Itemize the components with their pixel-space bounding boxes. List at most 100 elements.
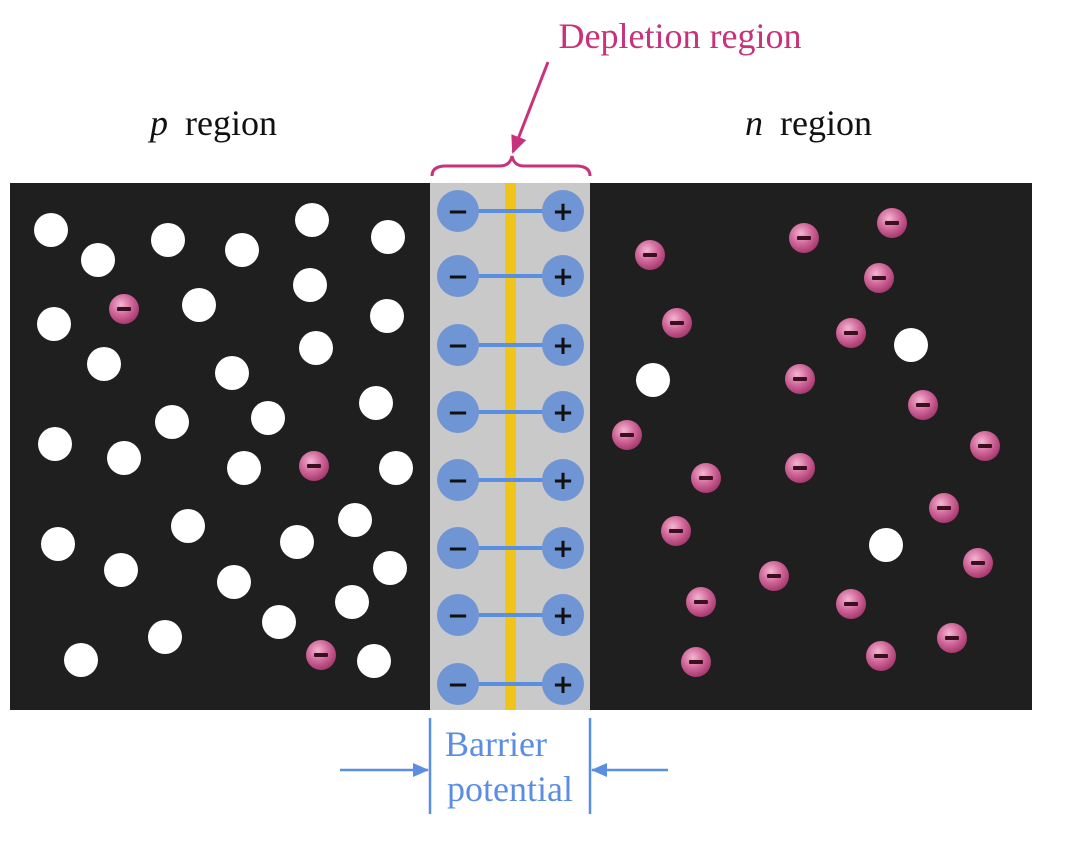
free-electron <box>836 318 866 348</box>
depletion-region-label: Depletion region <box>559 16 802 56</box>
hole <box>280 525 314 559</box>
hole <box>37 307 71 341</box>
hole <box>38 427 72 461</box>
n-region-block <box>590 183 1032 710</box>
electron-minus-sign <box>844 602 858 606</box>
hole <box>104 553 138 587</box>
barrier-label-line1: Barrier <box>445 724 547 764</box>
electron-minus-sign <box>797 236 811 240</box>
hole <box>215 356 249 390</box>
ion-pairs: − +− +− +− +− +− +− +− + <box>437 190 584 705</box>
positive-ion <box>542 391 584 433</box>
hole <box>295 203 329 237</box>
electron-minus-sign <box>767 574 781 578</box>
negative-ion <box>437 663 479 705</box>
hole <box>370 299 404 333</box>
free-electron <box>929 493 959 523</box>
hole <box>217 565 251 599</box>
ion-pair: − + <box>437 594 584 636</box>
hole <box>335 585 369 619</box>
free-electrons <box>109 208 1000 677</box>
hole <box>107 441 141 475</box>
positive-ion <box>542 459 584 501</box>
positive-ion-sign: + <box>552 398 574 428</box>
hole <box>894 328 928 362</box>
ion-pair: − + <box>437 527 584 569</box>
free-electron <box>963 548 993 578</box>
electron-minus-sign <box>620 433 634 437</box>
hole <box>869 528 903 562</box>
free-electron <box>109 294 139 324</box>
negative-ion-sign: − <box>447 670 469 700</box>
free-electron <box>877 208 907 238</box>
negative-ion-sign: − <box>447 197 469 227</box>
electron-minus-sign <box>307 464 321 468</box>
positive-ion-sign: + <box>552 466 574 496</box>
negative-ion-sign: − <box>447 466 469 496</box>
electron-minus-sign <box>945 636 959 640</box>
positive-ion-sign: + <box>552 670 574 700</box>
electron-minus-sign <box>885 221 899 225</box>
hole <box>151 223 185 257</box>
p-region-letter: p <box>147 103 168 143</box>
ion-pair: − + <box>437 190 584 232</box>
negative-ion-sign: − <box>447 262 469 292</box>
hole <box>371 220 405 254</box>
hole <box>155 405 189 439</box>
hole <box>359 386 393 420</box>
negative-ion-sign: − <box>447 601 469 631</box>
free-electron <box>864 263 894 293</box>
free-electron <box>612 420 642 450</box>
free-electron <box>691 463 721 493</box>
electron-minus-sign <box>937 506 951 510</box>
free-electron <box>299 451 329 481</box>
negative-ion <box>437 391 479 433</box>
free-electron <box>866 641 896 671</box>
positive-ion-sign: + <box>552 601 574 631</box>
p-region-word: region <box>185 103 277 143</box>
electron-minus-sign <box>874 654 888 658</box>
electron-minus-sign <box>872 276 886 280</box>
hole <box>225 233 259 267</box>
positive-ion <box>542 663 584 705</box>
electron-minus-sign <box>793 377 807 381</box>
free-electron <box>789 223 819 253</box>
electron-minus-sign <box>689 660 703 664</box>
negative-ion <box>437 324 479 366</box>
depletion-pointer-arrow <box>511 61 550 154</box>
electron-minus-sign <box>669 529 683 533</box>
electron-minus-sign <box>844 331 858 335</box>
free-electron <box>306 640 336 670</box>
electron-minus-sign <box>793 466 807 470</box>
electron-minus-sign <box>314 653 328 657</box>
holes <box>34 203 928 678</box>
free-electron <box>662 308 692 338</box>
positive-ion <box>542 594 584 636</box>
ion-pair: − + <box>437 324 584 366</box>
negative-ion <box>437 459 479 501</box>
positive-ion <box>542 324 584 366</box>
hole <box>227 451 261 485</box>
positive-ion-sign: + <box>552 197 574 227</box>
negative-ion-sign: − <box>447 398 469 428</box>
hole <box>373 551 407 585</box>
free-electron <box>686 587 716 617</box>
hole <box>636 363 670 397</box>
free-electron <box>785 453 815 483</box>
positive-ion <box>542 527 584 569</box>
electron-minus-sign <box>643 253 657 257</box>
negative-ion-sign: − <box>447 331 469 361</box>
negative-ion <box>437 255 479 297</box>
hole <box>357 644 391 678</box>
free-electron <box>937 623 967 653</box>
electron-minus-sign <box>978 444 992 448</box>
hole <box>148 620 182 654</box>
free-electron <box>785 364 815 394</box>
hole <box>251 401 285 435</box>
free-electron <box>635 240 665 270</box>
electron-minus-sign <box>699 476 713 480</box>
free-electron <box>836 589 866 619</box>
ion-pair: − + <box>437 663 584 705</box>
positive-ion-sign: + <box>552 262 574 292</box>
